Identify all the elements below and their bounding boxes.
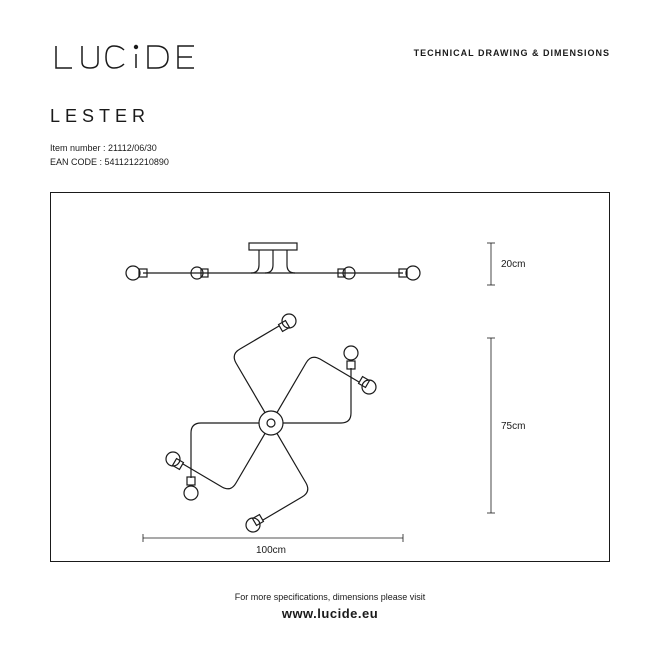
item-info: Item number : 21112/06/30 EAN CODE : 541… bbox=[50, 141, 610, 170]
ean-row: EAN CODE : 5411212210890 bbox=[50, 155, 610, 169]
side-view bbox=[126, 243, 420, 280]
item-number-row: Item number : 21112/06/30 bbox=[50, 141, 610, 155]
header-subtitle: TECHNICAL DRAWING & DIMENSIONS bbox=[414, 40, 610, 58]
dim-label-20cm: 20cm bbox=[501, 259, 525, 270]
product-name: LESTER bbox=[50, 106, 610, 127]
dim-label-75cm: 75cm bbox=[501, 421, 525, 432]
dimension-lines bbox=[143, 243, 495, 542]
brand-logo bbox=[50, 40, 220, 76]
ean-value: 5411212210890 bbox=[105, 157, 169, 167]
footer: For more specifications, dimensions plea… bbox=[50, 592, 610, 621]
top-view bbox=[166, 314, 376, 532]
item-number-label: Item number : bbox=[50, 143, 106, 153]
header: TECHNICAL DRAWING & DIMENSIONS bbox=[50, 40, 610, 76]
footer-text: For more specifications, dimensions plea… bbox=[50, 592, 610, 602]
logo-svg bbox=[50, 40, 220, 76]
ean-label: EAN CODE : bbox=[50, 157, 102, 167]
dim-label-100cm: 100cm bbox=[256, 545, 286, 556]
drawing-frame: 20cm 75cm 100cm bbox=[50, 192, 610, 562]
technical-drawing-svg: 20cm 75cm 100cm bbox=[51, 193, 611, 563]
item-number-value: 21112/06/30 bbox=[108, 143, 157, 153]
footer-link[interactable]: www.lucide.eu bbox=[50, 606, 610, 621]
